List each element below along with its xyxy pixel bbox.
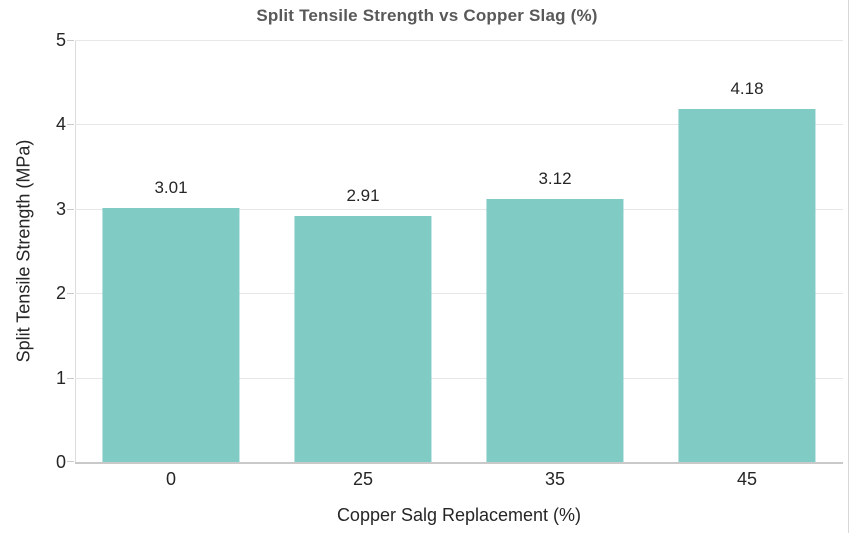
y-axis-spine [75,40,76,462]
x-axis-baseline [75,462,843,464]
y-tick-mark [67,124,74,126]
page-frame-right-border [848,0,849,533]
gridline [75,208,843,210]
y-tick-label: 1 [55,367,66,388]
bar [678,109,816,462]
y-tick-mark [67,461,74,462]
x-tick-label: 25 [352,469,374,489]
x-tick-label: 0 [165,469,176,489]
bar-value-label: 4.18 [730,79,764,99]
y-tick-label: 5 [55,30,66,50]
gridline [75,40,843,41]
y-tick-label: 0 [55,452,66,472]
bar-group: 4.18 [651,40,843,462]
bar-value-label: 2.91 [346,186,380,206]
x-tick-label: 35 [544,469,566,489]
x-axis-tick-labels: 0 25 35 45 [75,469,843,493]
gridline [75,293,843,295]
y-tick-label: 3 [55,198,66,219]
bar [486,198,624,462]
x-tick-label: 45 [736,469,758,489]
bar-value-label: 3.01 [154,177,188,197]
bar [102,207,240,462]
chart-title: Split Tensile Strength vs Copper Slag (%… [256,6,598,25]
y-tick-mark [67,293,74,295]
bar-value-label: 3.12 [538,168,572,188]
gridline [75,124,843,126]
y-axis-tick-labels: 0 1 2 3 4 5 [0,30,66,472]
bar-group: 3.01 [75,40,267,462]
y-tick-mark [67,208,74,210]
bar-group: 3.12 [459,40,651,462]
y-tick-mark [67,377,74,379]
x-axis-title: Copper Salg Replacement (%) [336,505,582,525]
plot-area: 3.01 2.91 3.12 4.18 [67,40,843,464]
y-tick-mark [67,40,74,41]
gridline [75,377,843,379]
y-tick-label: 4 [55,114,66,135]
bar [294,216,432,462]
y-tick-label: 2 [55,283,66,304]
bar-group: 2.91 [267,40,459,462]
